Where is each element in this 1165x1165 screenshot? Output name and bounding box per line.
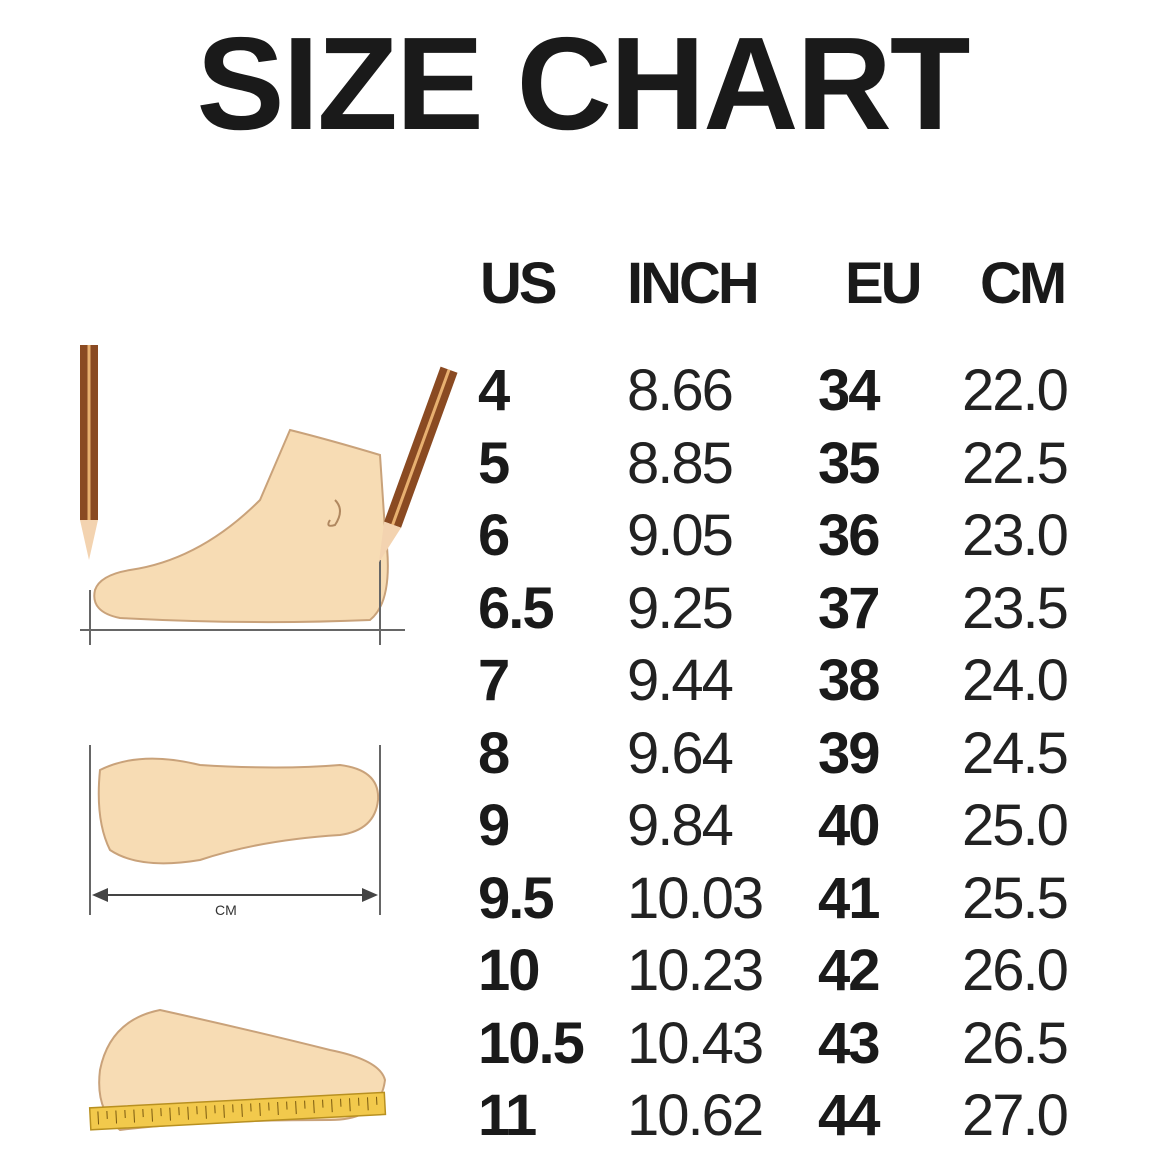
ruler-tick — [367, 1097, 369, 1111]
cell-inch: 8.66 — [627, 358, 734, 423]
ruler-tick — [97, 1111, 100, 1125]
cell-cm: 26.0 — [962, 938, 1069, 1003]
cell-eu: 39 — [818, 720, 880, 786]
cell-inch: 9.64 — [627, 720, 734, 786]
ruler-tick — [259, 1102, 261, 1116]
cell-cm: 22.5 — [962, 430, 1069, 496]
cell-eu: 42 — [818, 938, 880, 1003]
cell-cm: 26.5 — [962, 1010, 1069, 1076]
cell-us: 4 — [478, 358, 510, 423]
cell-inch: 10.23 — [627, 938, 764, 1003]
ruler-tick — [241, 1103, 243, 1117]
ruler-tick — [169, 1107, 171, 1121]
cell-inch: 9.44 — [627, 648, 734, 713]
cell-inch: 10.62 — [627, 1083, 764, 1148]
sole-length-label: CM — [215, 902, 237, 918]
cell-cm: 25.5 — [962, 865, 1069, 931]
ruler-tick — [277, 1101, 279, 1116]
column-header-eu: EU — [845, 251, 923, 316]
pencil-left-icon — [80, 345, 98, 560]
cell-eu: 36 — [818, 503, 880, 568]
ruler-tick — [187, 1106, 189, 1120]
cell-us: 5 — [478, 430, 510, 496]
cell-us: 10 — [478, 938, 540, 1003]
cell-us: 8 — [478, 720, 510, 786]
ruler-tick — [133, 1109, 136, 1123]
cell-eu: 40 — [818, 793, 880, 858]
cell-eu: 35 — [818, 430, 880, 496]
cell-inch: 9.84 — [627, 793, 734, 858]
cell-cm: 24.0 — [962, 648, 1069, 713]
ruler-icon — [88, 1091, 387, 1131]
cell-eu: 41 — [818, 865, 880, 931]
cell-cm: 27.0 — [962, 1083, 1069, 1148]
cell-cm: 24.5 — [962, 720, 1069, 786]
page-title: SIZE CHART — [196, 10, 971, 157]
cell-eu: 34 — [818, 358, 880, 423]
ruler-tick — [205, 1105, 207, 1119]
foot-sole-view: CM — [89, 745, 381, 918]
cell-us: 9.5 — [478, 865, 555, 931]
ruler-tick — [295, 1101, 297, 1115]
cell-cm: 23.0 — [962, 503, 1069, 568]
foot-with-ruler — [88, 1008, 387, 1132]
cell-us: 11 — [478, 1083, 537, 1148]
cell-inch: 9.25 — [627, 575, 734, 641]
cell-cm: 22.0 — [962, 358, 1069, 423]
cell-us: 9 — [478, 793, 510, 858]
cell-us: 6 — [478, 503, 510, 568]
column-header-us: US — [480, 251, 558, 316]
ruler-tick — [349, 1098, 351, 1112]
cell-inch: 8.85 — [627, 430, 734, 496]
column-header-inch: INCH — [627, 251, 760, 316]
column-header-cm: CM — [980, 251, 1067, 316]
pencil-right-icon — [378, 366, 458, 563]
cell-eu: 44 — [818, 1083, 880, 1148]
cell-inch: 10.43 — [627, 1010, 764, 1076]
cell-eu: 43 — [818, 1010, 880, 1076]
cell-us: 6.5 — [478, 575, 555, 641]
cell-cm: 25.0 — [962, 793, 1069, 858]
ruler-tick — [115, 1110, 118, 1124]
ruler-tick — [151, 1108, 153, 1122]
ruler-tick — [223, 1104, 225, 1118]
cell-us: 10.5 — [478, 1010, 585, 1076]
cell-cm: 23.5 — [962, 575, 1069, 641]
cell-eu: 37 — [818, 575, 880, 641]
ruler-tick — [313, 1100, 315, 1114]
cell-eu: 38 — [818, 648, 880, 713]
ruler-tick — [331, 1099, 333, 1113]
cell-us: 7 — [478, 648, 510, 713]
foot-side-view — [80, 345, 458, 645]
cell-inch: 10.03 — [627, 865, 764, 931]
cell-inch: 9.05 — [627, 503, 734, 568]
